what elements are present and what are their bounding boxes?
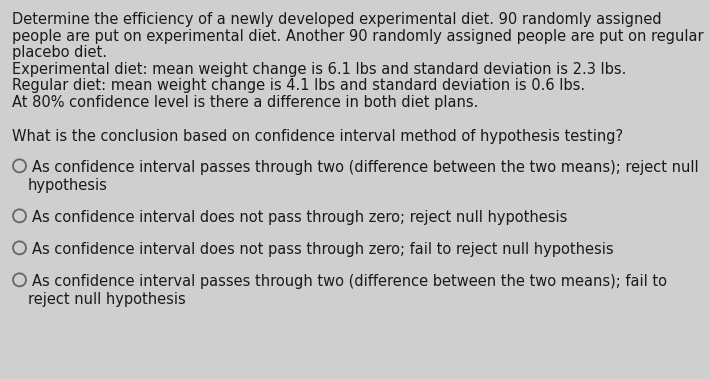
Text: hypothesis: hypothesis	[28, 178, 108, 193]
Text: As confidence interval passes through two (difference between the two means); fa: As confidence interval passes through tw…	[32, 274, 667, 289]
Text: reject null hypothesis: reject null hypothesis	[28, 291, 186, 307]
Text: Determine the efficiency of a newly developed experimental diet. 90 randomly ass: Determine the efficiency of a newly deve…	[12, 12, 662, 27]
Text: As confidence interval does not pass through zero; fail to reject null hypothesi: As confidence interval does not pass thr…	[32, 241, 613, 257]
Text: Experimental diet: mean weight change is 6.1 lbs and standard deviation is 2.3 l: Experimental diet: mean weight change is…	[12, 61, 626, 77]
Text: As confidence interval passes through two (difference between the two means); re: As confidence interval passes through tw…	[32, 160, 699, 175]
Text: As confidence interval does not pass through zero; reject null hypothesis: As confidence interval does not pass thr…	[32, 210, 567, 225]
Text: people are put on experimental diet. Another 90 randomly assigned people are put: people are put on experimental diet. Ano…	[12, 28, 704, 44]
Text: At 80% confidence level is there a difference in both diet plans.: At 80% confidence level is there a diffe…	[12, 94, 479, 110]
Text: placebo diet.: placebo diet.	[12, 45, 107, 60]
Text: Regular diet: mean weight change is 4.1 lbs and standard deviation is 0.6 lbs.: Regular diet: mean weight change is 4.1 …	[12, 78, 585, 93]
Text: What is the conclusion based on confidence interval method of hypothesis testing: What is the conclusion based on confiden…	[12, 129, 623, 144]
